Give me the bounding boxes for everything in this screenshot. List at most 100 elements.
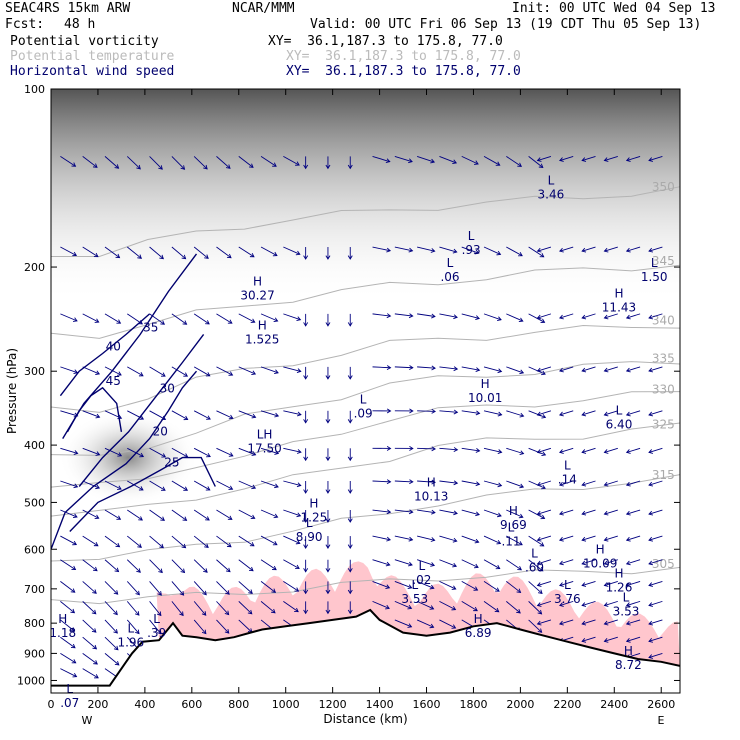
- wind-vector: [104, 480, 122, 490]
- wind-vector-head: [224, 629, 230, 634]
- wind-vector-head: [474, 563, 479, 569]
- wind-vector: [559, 155, 574, 161]
- wind-vector-head: [581, 411, 587, 417]
- wind-vector: [483, 509, 502, 517]
- wind-vector-head: [519, 450, 525, 456]
- wind-vector-head: [95, 484, 101, 490]
- wind-vector-head: [274, 369, 279, 375]
- wind-vector-head: [161, 372, 166, 377]
- wind-vector: [483, 410, 502, 416]
- wind-vector: [581, 246, 596, 252]
- theta-contour-label: 335: [652, 351, 675, 365]
- wind-vector-head: [603, 602, 609, 607]
- extremum-marker: L: [508, 521, 515, 535]
- wind-vector-head: [115, 253, 121, 259]
- wind-vector: [149, 313, 165, 325]
- wind-vector-head: [248, 163, 254, 168]
- wind-vector: [461, 410, 480, 414]
- wind-vector: [193, 559, 208, 573]
- wind-vector-head: [160, 486, 166, 491]
- wind-vector: [417, 535, 435, 541]
- wind-vector-head: [325, 589, 331, 595]
- wind-vector-head: [603, 411, 609, 417]
- extremum-marker: L: [531, 547, 538, 561]
- wind-speed-contour-label: 20: [153, 425, 168, 439]
- wind-vector: [283, 155, 300, 166]
- wind-vector-head: [497, 368, 503, 374]
- wind-vector-head: [385, 158, 391, 164]
- wind-vector: [461, 509, 480, 516]
- wind-vector: [537, 155, 552, 161]
- wind-vector-head: [519, 412, 525, 418]
- wind-vector: [537, 313, 552, 319]
- wind-vector-head: [72, 673, 78, 678]
- wind-vector-head: [473, 586, 479, 591]
- wind-vector-head: [303, 489, 309, 494]
- wind-vector: [604, 246, 618, 252]
- wind-vector-head: [625, 582, 631, 587]
- wind-vector: [648, 246, 663, 252]
- wind-vector-head: [431, 365, 436, 371]
- wind-vector: [439, 535, 457, 542]
- org-title: NCAR/MMM: [232, 1, 295, 16]
- model-title: SEAC4RS 15km ARW: [5, 1, 131, 16]
- wind-vector-head: [228, 414, 234, 420]
- wind-vector: [581, 600, 596, 606]
- wind-vector-head: [92, 163, 98, 168]
- wind-vector-head: [518, 251, 523, 257]
- wind-vector-head: [70, 627, 76, 632]
- wind-vector: [648, 636, 663, 642]
- wind-vector-head: [559, 411, 564, 417]
- wind-vector-head: [136, 164, 141, 170]
- wind-vector: [216, 619, 230, 634]
- extremum-marker: L: [623, 590, 630, 604]
- wind-vector: [528, 156, 544, 168]
- wind-vector: [60, 668, 77, 678]
- wind-vector-head: [179, 611, 184, 617]
- wind-vector: [171, 246, 186, 260]
- wind-vector: [604, 410, 618, 416]
- wind-vector: [648, 619, 663, 625]
- wind-vector: [104, 447, 122, 457]
- wind-vector-head: [407, 623, 413, 628]
- wind-vector-head: [386, 408, 392, 414]
- wind-vector-head: [625, 367, 631, 373]
- y-tick-label: 700: [24, 583, 45, 596]
- wind-vector: [604, 447, 618, 453]
- field-theta-name: Potential temperature: [10, 49, 175, 64]
- wind-vector-head: [603, 314, 609, 320]
- wind-vector-head: [581, 314, 587, 320]
- wind-vector-head: [297, 411, 302, 417]
- wind-vector-head: [325, 544, 331, 549]
- wind-vector-head: [475, 448, 481, 453]
- wind-vector: [82, 509, 99, 519]
- wind-vector-head: [206, 415, 211, 420]
- wind-vector-head: [409, 479, 414, 485]
- wind-vector-head: [473, 606, 478, 612]
- field-pv-xy: XY= 36.1,187.3 to 175.8, 77.0: [268, 34, 503, 49]
- extremum-value: 3.53: [401, 592, 428, 606]
- x-tick-label: 2200: [553, 698, 581, 711]
- wind-vector: [417, 246, 435, 252]
- wind-vector: [82, 653, 98, 665]
- wind-vector-head: [408, 158, 413, 164]
- wind-vector-head: [72, 513, 78, 519]
- wind-vector-head: [325, 375, 331, 380]
- wind-vector-head: [541, 484, 546, 490]
- wind-vector: [149, 535, 164, 549]
- wind-vector: [104, 581, 119, 595]
- wind-vector-head: [625, 247, 631, 253]
- wind-vector-head: [451, 585, 457, 590]
- wind-vector: [216, 535, 232, 548]
- wind-vector: [537, 509, 552, 515]
- wind-vector-head: [648, 314, 654, 320]
- wind-vector-head: [325, 255, 331, 260]
- wind-vector-head: [497, 411, 503, 417]
- valid-time: Valid: 00 UTC Fri 06 Sep 13 (19 CDT Thu …: [310, 17, 702, 32]
- wind-vector-head: [138, 486, 144, 491]
- wind-vector: [104, 313, 121, 324]
- wind-vector: [394, 155, 413, 163]
- wind-vector-head: [271, 588, 277, 593]
- extremum-marker: H: [614, 286, 623, 300]
- wind-vector-head: [581, 481, 587, 487]
